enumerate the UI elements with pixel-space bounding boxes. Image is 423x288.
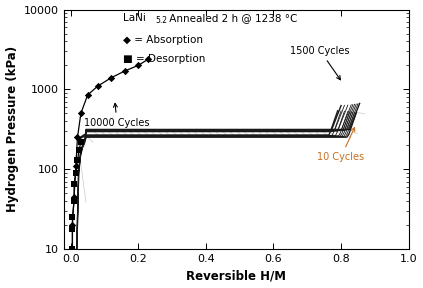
Point	[72, 170, 79, 175]
Point	[76, 147, 82, 152]
Point	[145, 57, 152, 61]
Text: LaNi: LaNi	[123, 13, 146, 23]
Point	[74, 158, 81, 162]
Point	[69, 215, 76, 219]
Text: 5.2: 5.2	[155, 16, 168, 24]
Point	[69, 226, 76, 231]
Point	[71, 195, 77, 199]
Point	[72, 164, 79, 168]
Point	[71, 182, 77, 186]
Point	[69, 247, 76, 251]
Text: ◆ = Absorption: ◆ = Absorption	[123, 35, 203, 45]
Point	[135, 63, 142, 68]
Point	[77, 111, 84, 116]
Text: ■ = Desorption: ■ = Desorption	[123, 54, 205, 64]
Point	[69, 247, 76, 251]
Text: 10 Cycles: 10 Cycles	[317, 128, 365, 162]
Point	[84, 93, 91, 97]
Point	[94, 84, 101, 88]
Point	[108, 75, 115, 80]
Point	[71, 199, 77, 203]
Text: Annealed 2 h @ 1238 °C: Annealed 2 h @ 1238 °C	[166, 13, 297, 23]
Point	[69, 223, 76, 227]
Point	[121, 69, 128, 73]
Point	[74, 135, 81, 140]
X-axis label: Reversible H/M: Reversible H/M	[186, 270, 286, 283]
Y-axis label: Hydrogen Pressure (kPa): Hydrogen Pressure (kPa)	[5, 46, 19, 212]
Point	[77, 140, 84, 144]
Text: 10000 Cycles: 10000 Cycles	[84, 103, 150, 128]
Text: 1500 Cycles: 1500 Cycles	[290, 46, 350, 80]
